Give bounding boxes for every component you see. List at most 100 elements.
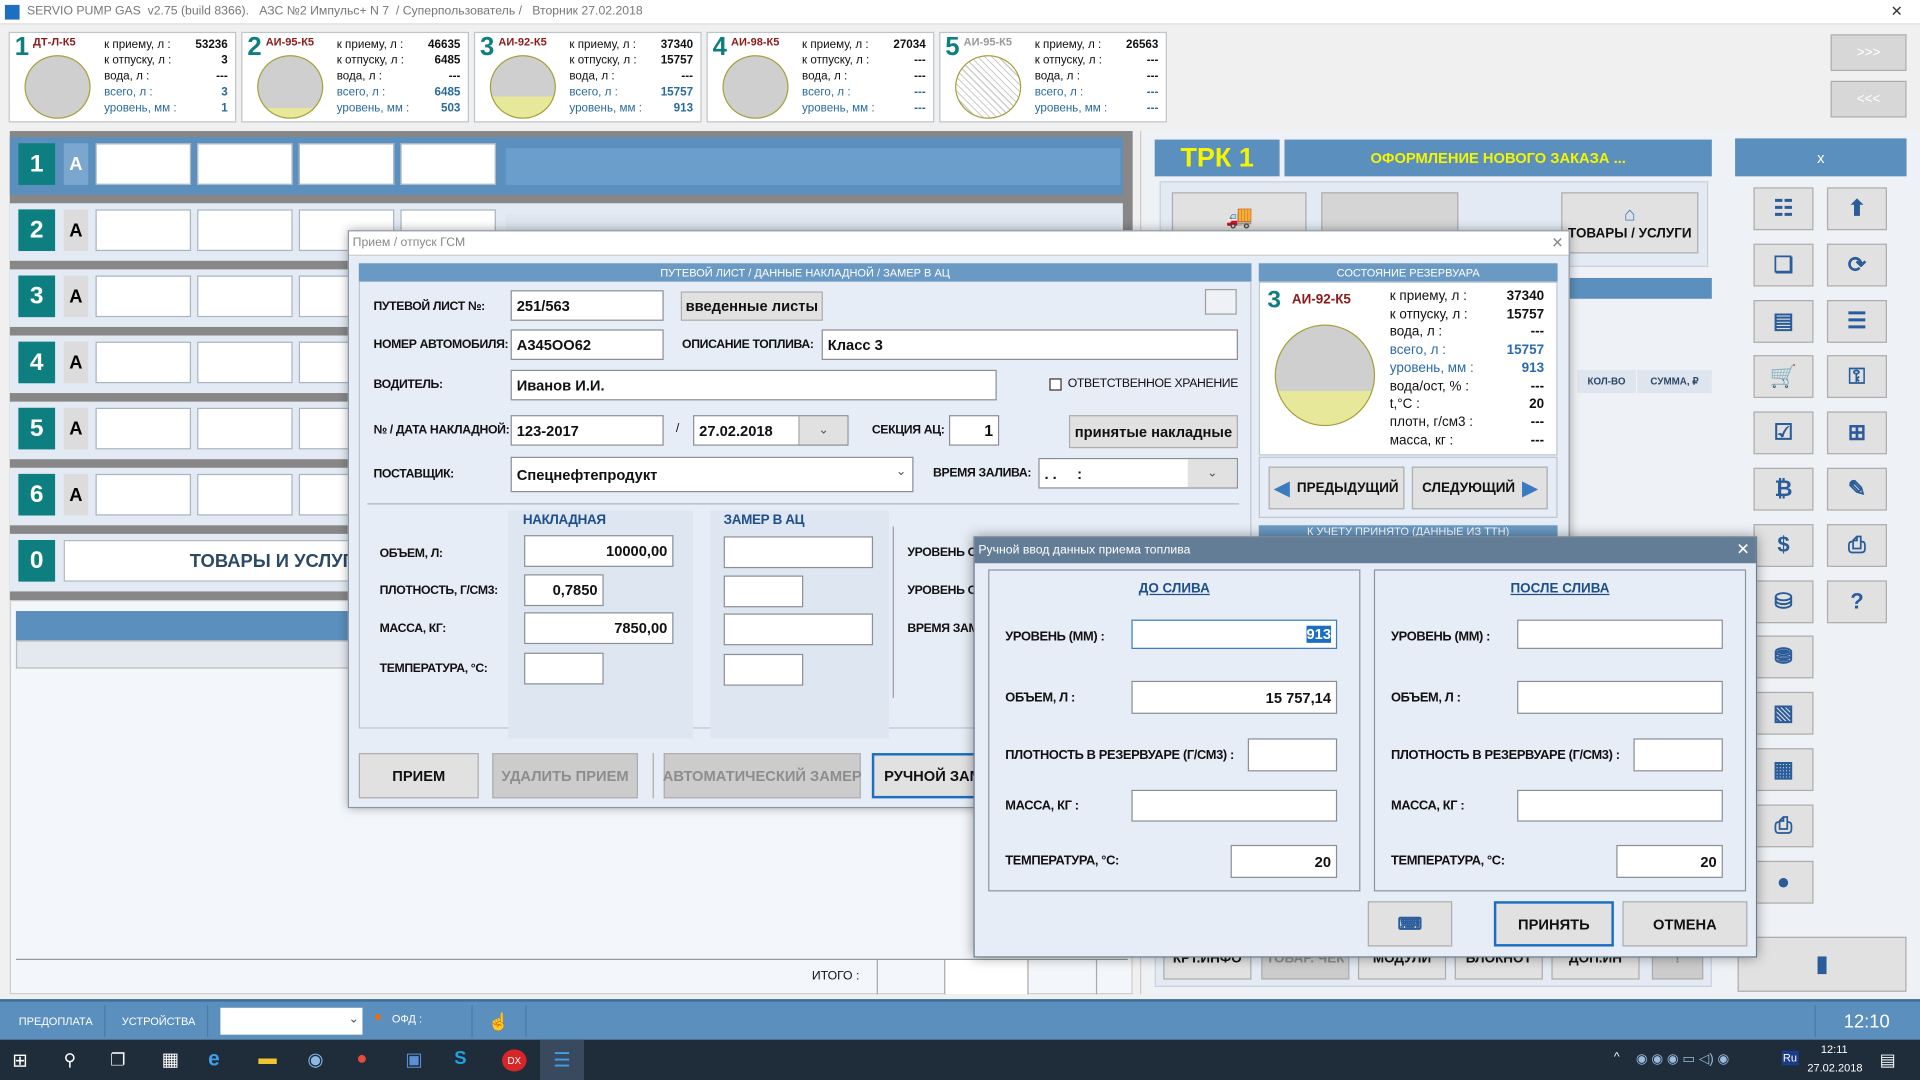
pump-mode[interactable]: А: [63, 473, 89, 516]
waybill-input[interactable]: 251/563: [510, 290, 664, 321]
invoice-mass-input[interactable]: 7850,00: [524, 612, 674, 645]
cart-icon[interactable]: 🛒: [1753, 355, 1814, 399]
receive-button[interactable]: ПРИЕМ: [358, 753, 479, 799]
calculator-icon[interactable]: ▦: [1753, 748, 1814, 792]
tank-card[interactable]: 2 АИ-95-К5 к приему, л :46635 к отпуску, л …: [241, 31, 469, 123]
database-icon[interactable]: ⛁: [1753, 579, 1814, 623]
notifications-icon[interactable]: ▤: [1879, 1049, 1896, 1069]
custody-checkbox[interactable]: [1049, 378, 1062, 391]
edit-icon[interactable]: ✎: [1826, 467, 1887, 511]
invoice-volume-input[interactable]: 10000,00: [524, 535, 674, 567]
after-temp-input[interactable]: 20: [1616, 844, 1723, 878]
measure-volume-input[interactable]: [723, 536, 874, 569]
report-icon[interactable]: ▧: [1753, 692, 1814, 735]
auto-measure-button[interactable]: АВТОМАТИЧЕСКИЙ ЗАМЕР: [663, 753, 862, 799]
tray-expand-icon[interactable]: ^: [1613, 1050, 1620, 1065]
device-select[interactable]: ⌄: [220, 1007, 363, 1035]
section-input[interactable]: 1: [948, 415, 1000, 446]
tank-card[interactable]: 4 АИ-98-К5 к приему, л :27034 к отпуску, л …: [706, 31, 935, 123]
dx-icon[interactable]: DX: [502, 1049, 527, 1072]
hand-icon[interactable]: ☝: [471, 1005, 527, 1038]
close-icon[interactable]: ✕: [1890, 2, 1903, 20]
invoice-density-input[interactable]: 0,7850: [524, 574, 604, 607]
pump-mode[interactable]: А: [63, 275, 89, 318]
devices-button[interactable]: УСТРОЙСТВА: [110, 1005, 209, 1038]
help-icon[interactable]: ?: [1826, 579, 1887, 623]
print-icon[interactable]: ⎙: [1826, 523, 1887, 567]
tree-icon[interactable]: ☷: [1753, 187, 1814, 231]
app-icon[interactable]: ◉: [307, 1049, 324, 1071]
tank-card[interactable]: 5 АИ-95-К5 к приему, л :26563 к отпуску, л …: [939, 31, 1167, 123]
pump-mode[interactable]: А: [63, 341, 89, 384]
checklist-icon[interactable]: ☑: [1753, 411, 1814, 455]
globe-icon[interactable]: ●: [1753, 860, 1814, 904]
after-mass-input[interactable]: [1517, 789, 1723, 822]
documents-icon[interactable]: ❏: [1753, 243, 1814, 287]
upload-icon[interactable]: ⬆: [1826, 187, 1887, 231]
folder-icon[interactable]: ▬: [258, 1048, 277, 1069]
delete-receipt-button[interactable]: УДАЛИТЬ ПРИЕМ: [492, 753, 638, 799]
key-icon[interactable]: ⚿: [1826, 355, 1887, 399]
calculator-app-icon[interactable]: ▦: [161, 1049, 180, 1071]
refresh-icon[interactable]: ⟳: [1826, 243, 1887, 287]
close-icon[interactable]: ✕: [1736, 540, 1750, 559]
cancel-button[interactable]: ОТМЕНА: [1622, 901, 1748, 947]
supplier-select[interactable]: Спецнефтепродукт ⌄: [510, 456, 914, 493]
invoice-temperature-input[interactable]: [524, 652, 604, 685]
money-icon[interactable]: ₿: [1753, 467, 1814, 511]
prepay-button[interactable]: ПРЕДОПЛАТА: [7, 1005, 106, 1038]
servio-app-icon[interactable]: ☰: [540, 1039, 585, 1080]
task-view-icon[interactable]: ❐: [110, 1049, 126, 1069]
before-mass-input[interactable]: [1131, 789, 1338, 822]
pump-mode[interactable]: А: [63, 143, 89, 185]
after-volume-input[interactable]: [1517, 680, 1723, 714]
document-icon[interactable]: ▤: [1753, 299, 1814, 343]
before-volume-input[interactable]: 15 757,14: [1131, 680, 1338, 714]
measure-temperature-input[interactable]: [723, 653, 804, 686]
chevron-down-icon[interactable]: ⌄: [1187, 459, 1237, 488]
skype-icon[interactable]: S: [454, 1048, 467, 1069]
ie-icon[interactable]: e: [208, 1046, 220, 1071]
fill-time-select[interactable]: . . : ⌄: [1038, 457, 1238, 489]
door-icon[interactable]: ▮: [1737, 936, 1907, 992]
printer-icon[interactable]: ⎙: [1753, 804, 1814, 848]
scroll-next-button[interactable]: >>>: [1830, 34, 1907, 72]
invoice-number-input[interactable]: 123-2017: [510, 415, 664, 446]
keyboard-icon[interactable]: ⌨: [1367, 901, 1453, 947]
database-add-icon[interactable]: ⛃: [1753, 635, 1814, 679]
measure-mass-input[interactable]: [723, 613, 874, 646]
car-number-input[interactable]: А345ОО62: [510, 329, 664, 361]
before-title[interactable]: ДО СЛИВА: [1138, 581, 1210, 597]
after-title[interactable]: ПОСЛЕ СЛИВА: [1510, 581, 1610, 597]
list-icon[interactable]: ☰: [1826, 299, 1887, 343]
sidebar-close-button[interactable]: x: [1735, 138, 1907, 177]
language-indicator[interactable]: Ru: [1781, 1050, 1799, 1066]
pump-mode[interactable]: А: [63, 209, 89, 252]
driver-input[interactable]: Иванов И.И.: [510, 369, 997, 401]
measure-density-input[interactable]: [723, 575, 804, 608]
tray-icons[interactable]: ◉ ◉ ◉ ▭ ◁) ◉: [1635, 1051, 1730, 1067]
pump-mode[interactable]: А: [63, 407, 89, 450]
accepted-invoices-button[interactable]: принятые накладные: [1068, 415, 1238, 449]
tank-card[interactable]: 1 ДТ-Л-К5 к приему, л :53236 к отпуску, л :…: [8, 31, 237, 123]
before-density-input[interactable]: [1247, 738, 1338, 772]
goods-services-button[interactable]: ⌂ ТОВАРЫ / УСЛУГИ: [1561, 192, 1699, 254]
windows-start-icon[interactable]: ⊞: [12, 1050, 28, 1072]
search-icon[interactable]: ⚲: [63, 1049, 77, 1069]
close-icon[interactable]: ✕: [1551, 233, 1564, 252]
save-app-icon[interactable]: ▣: [405, 1049, 423, 1071]
previous-button[interactable]: ◀ ПРЕДЫДУЩИЙ: [1268, 466, 1405, 510]
dollar-icon[interactable]: $: [1753, 523, 1814, 567]
chrome-icon[interactable]: ●: [356, 1048, 368, 1069]
tank-card[interactable]: 3 АИ-92-К5 к приему, л :37340 к отпуску, л …: [473, 31, 702, 123]
taskbar-date[interactable]: 27.02.2018: [1807, 1061, 1863, 1074]
accept-button[interactable]: ПРИНЯТЬ: [1493, 901, 1614, 947]
entered-sheets-button[interactable]: введенные листы: [680, 291, 823, 321]
before-temp-input[interactable]: 20: [1230, 844, 1338, 878]
after-density-input[interactable]: [1633, 738, 1723, 772]
fuel-description-input[interactable]: Класс 3: [821, 329, 1238, 361]
blank-square-button[interactable]: [1204, 288, 1237, 315]
add-window-icon[interactable]: ⊞: [1826, 411, 1887, 455]
scroll-prev-button[interactable]: <<<: [1830, 80, 1907, 118]
